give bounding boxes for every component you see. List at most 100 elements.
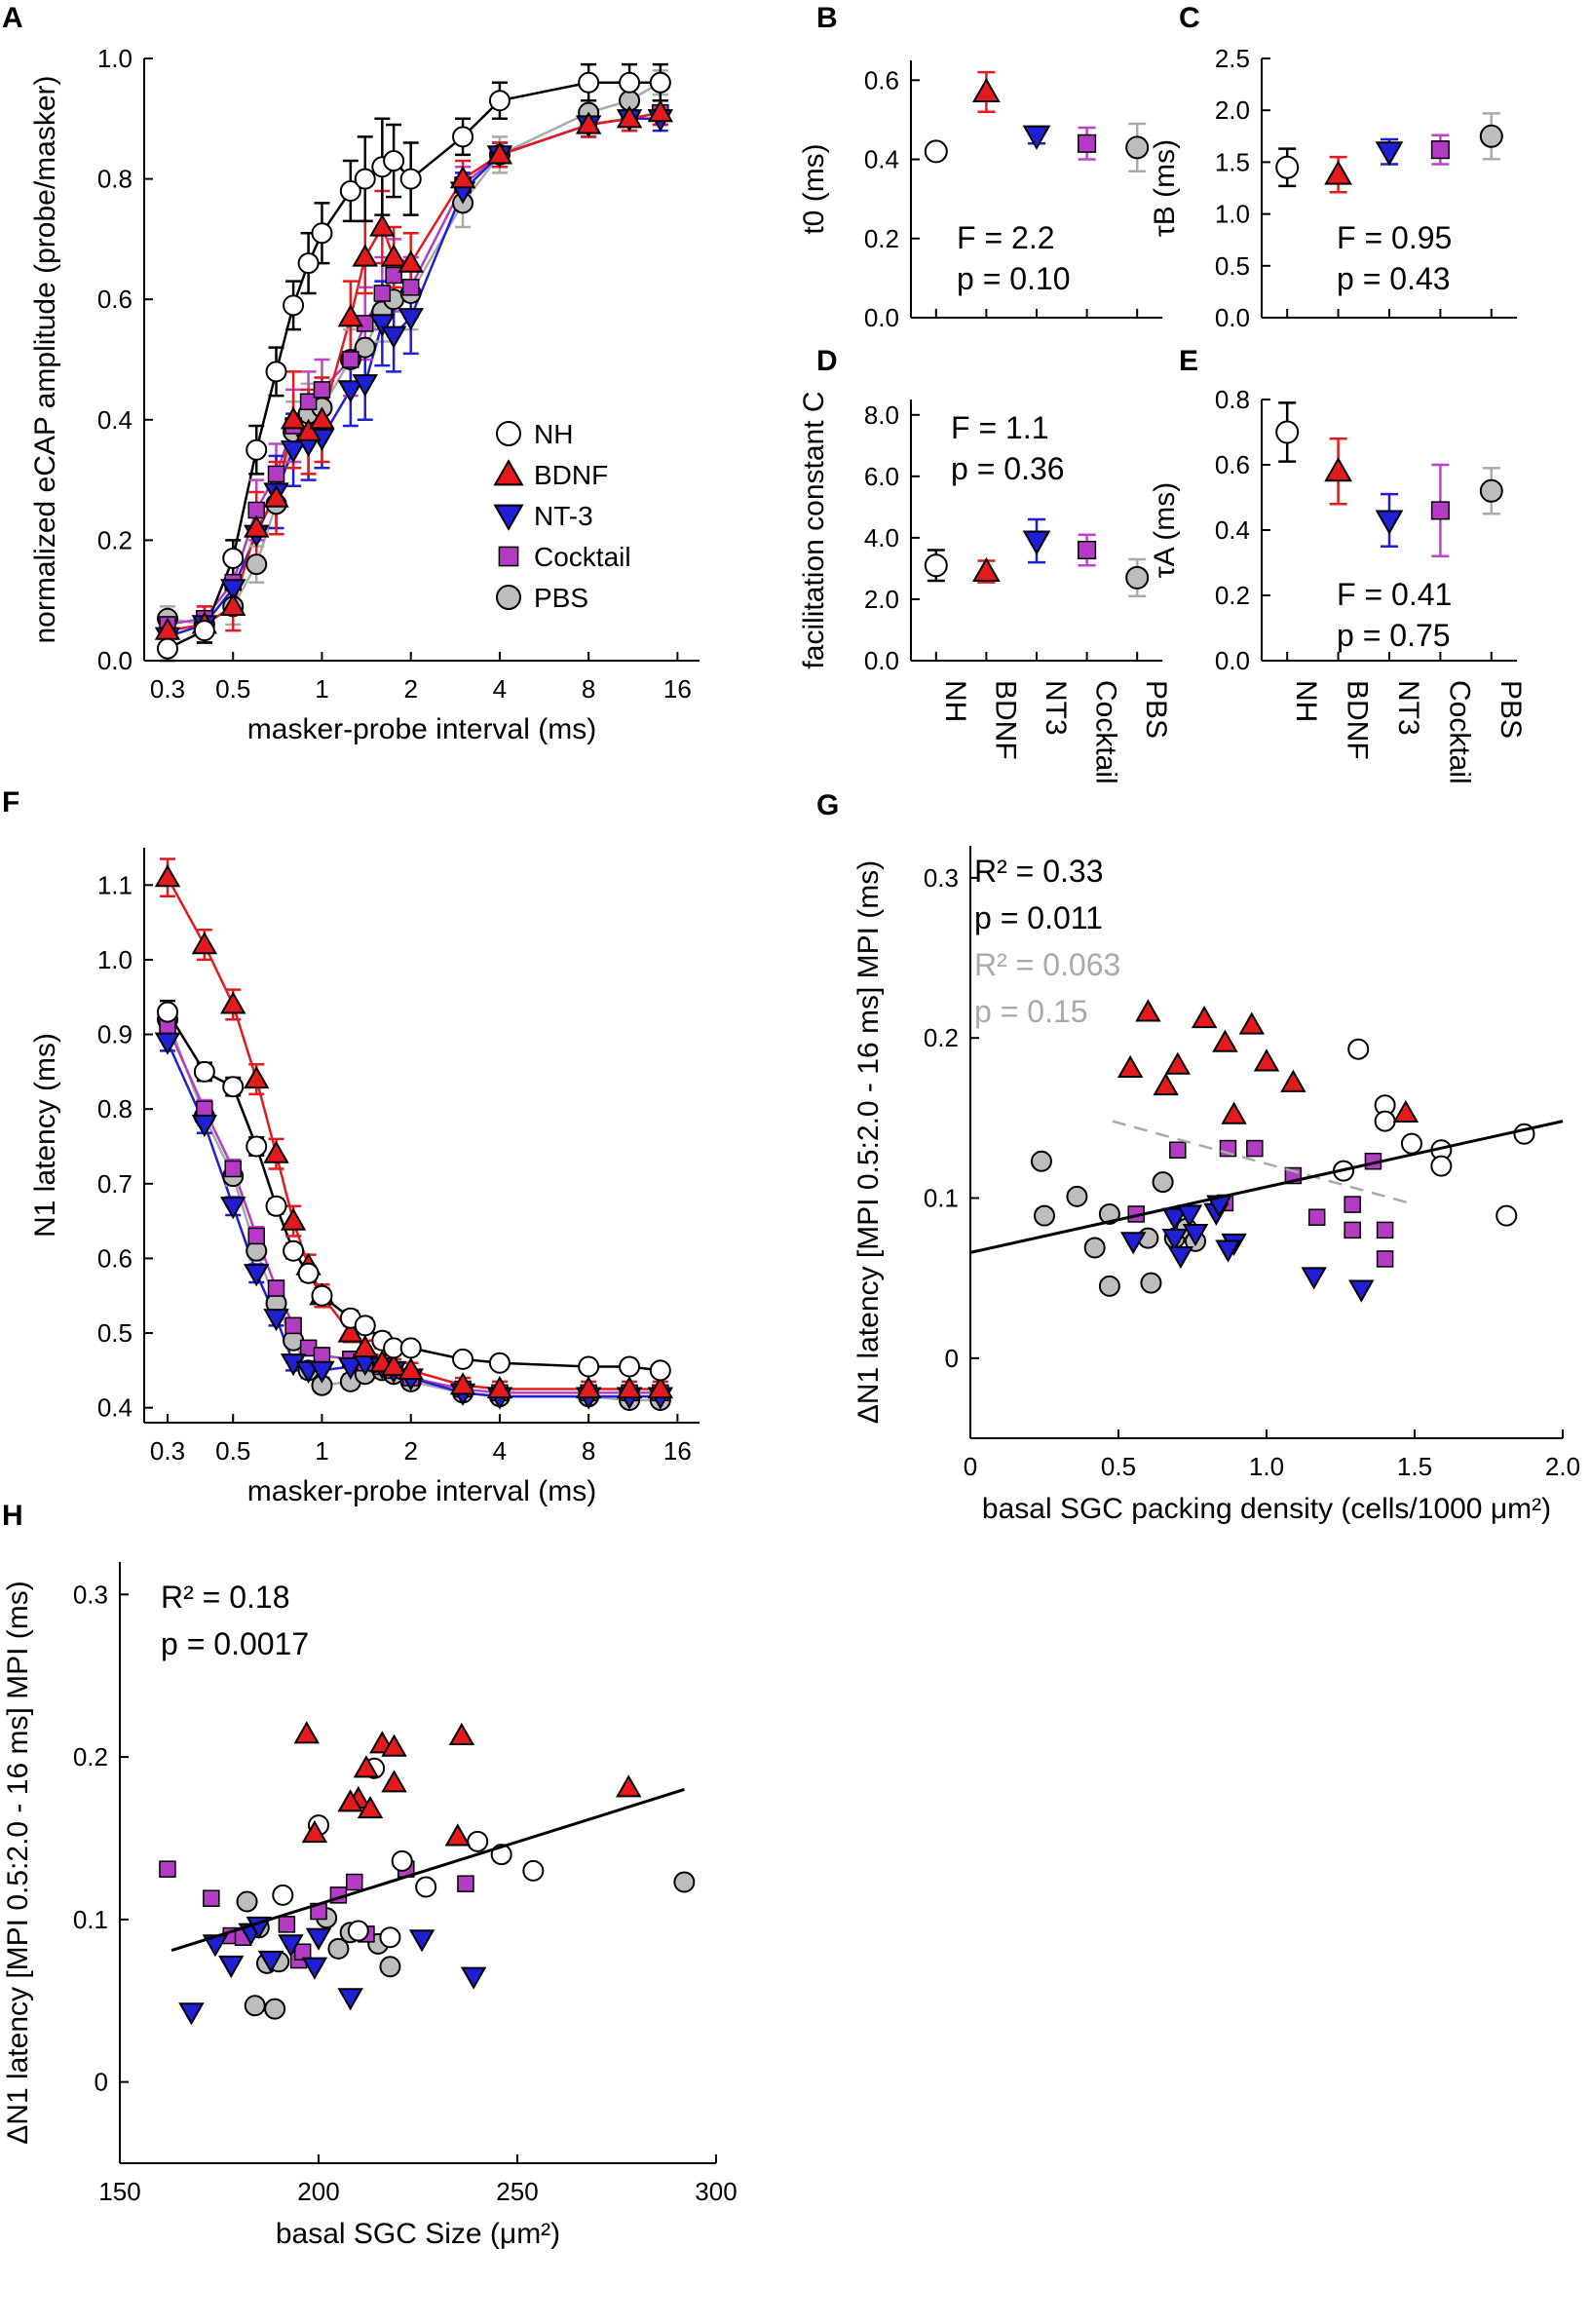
fit-line <box>170 1788 685 1952</box>
y-tick-label: 0.1 <box>924 1184 959 1213</box>
group-mean-BDNF <box>1324 457 1352 482</box>
fit-line <box>969 1120 1564 1254</box>
scatter-point-PBS <box>379 1956 401 1978</box>
data-point-BDNF <box>352 1334 378 1358</box>
data-point-NH <box>193 1060 215 1083</box>
scatter-point-BDNF <box>337 1789 363 1812</box>
scatter-point-BDNF <box>1392 1099 1420 1124</box>
data-point-NH <box>619 71 641 94</box>
scatter-point-NT3 <box>278 1934 304 1958</box>
y-axis-label: ΔN1 latency [MPI 0.5:2.0 - 16 ms] MPI (m… <box>852 860 885 1425</box>
panel-letter: D <box>816 345 838 377</box>
data-point-BDNF <box>352 244 378 267</box>
group-mean-Cocktail <box>1078 133 1097 153</box>
data-point-BDNF <box>575 111 602 134</box>
y-tick-label: 2.0 <box>1215 95 1250 125</box>
data-point-BDNF <box>486 141 513 165</box>
x-tick-label: 8 <box>582 1436 595 1466</box>
group-mean-NH <box>924 553 948 578</box>
data-point-NT3 <box>220 579 246 602</box>
y-tick-label: 4.0 <box>864 523 899 552</box>
data-point-NT3 <box>309 1360 335 1384</box>
group-mean-NT3 <box>1375 141 1404 167</box>
scatter-point-NH <box>379 1926 401 1949</box>
data-point-Cocktail <box>224 1160 242 1178</box>
data-point-NH <box>488 1352 511 1374</box>
data-point-Cocktail <box>401 279 420 296</box>
y-axis-label: N1 latency (ms) <box>29 1033 61 1238</box>
y-tick-label: 0.2 <box>97 525 132 554</box>
panel-letter: E <box>1179 345 1198 377</box>
y-axis-label: ΔN1 latency [MPI 0.5:2.0 - 16 ms] MPI (m… <box>2 1581 34 2145</box>
y-axis-label: normalized eCAP amplitude (probe/masker) <box>29 75 61 643</box>
data-point-NH <box>619 1355 641 1378</box>
scatter-point-NH <box>415 1876 437 1898</box>
scatter-point-Cocktail <box>345 1873 363 1891</box>
y-tick-label: 1.1 <box>97 870 132 899</box>
panel-B: 0.0 0.2 0.4 0.6 Bt0 (ms) F = 2.2 p = 0.10 <box>798 2 1162 332</box>
data-point-BDNF <box>309 406 335 430</box>
y-tick-label: 1.0 <box>97 945 132 974</box>
panel-F: 0.4 0.5 0.6 0.7 0.8 0.9 1.0 1.1 0.3 0.5 1 2 4 8 16 Fmas… <box>2 786 700 1507</box>
data-point-NH <box>265 1195 287 1217</box>
scatter-point-BDNF <box>1253 1048 1280 1072</box>
scatter-point-BDNF <box>444 1823 472 1847</box>
scatter-point-PBS <box>1083 1237 1106 1259</box>
group-mean-NH <box>1275 155 1300 179</box>
scatter-point-NH <box>1347 1038 1370 1060</box>
x-tick-label: 300 <box>695 2177 737 2206</box>
scatter-point-BDNF <box>616 1774 642 1798</box>
x-axis-label: basal SGC packing density (cells/1000 μm… <box>982 1493 1551 1525</box>
y-tick-label: 2.5 <box>1215 44 1250 73</box>
x-axis-label: basal SGC Size (μm²) <box>276 2218 560 2250</box>
data-point-NT3 <box>380 325 407 349</box>
panel-letter: C <box>1179 2 1200 34</box>
data-point-NH <box>283 1239 305 1262</box>
scatter-point-PBS <box>1034 1204 1055 1227</box>
group-mean-NT3 <box>1022 125 1051 150</box>
scatter-point-Cocktail <box>278 1916 296 1933</box>
group-label: BDNF <box>1342 680 1374 760</box>
scatter-point-PBS <box>327 1937 350 1960</box>
stat-text: p = 0.36 <box>951 451 1065 486</box>
x-tick-label: 1.5 <box>1397 1452 1432 1481</box>
group-mean-PBS <box>1479 478 1503 503</box>
x-tick-label: 4 <box>493 674 507 704</box>
x-tick-label: 1 <box>315 674 328 704</box>
data-point-NT3 <box>220 1197 246 1220</box>
scatter-point-BDNF <box>357 1795 384 1819</box>
x-tick-label: 2 <box>403 674 417 704</box>
y-tick-label: 0.7 <box>97 1169 132 1199</box>
scatter-point-Cocktail <box>1344 1196 1361 1213</box>
x-tick-label: 2.0 <box>1545 1452 1580 1481</box>
x-tick-label: 0.3 <box>150 1436 185 1466</box>
data-point-Cocktail <box>299 393 318 411</box>
group-mean-BDNF <box>972 77 1001 102</box>
data-point-NH <box>297 1262 320 1284</box>
scatter-point-Cocktail <box>293 1943 312 1961</box>
scatter-point-Cocktail <box>1344 1221 1361 1239</box>
stat-text-gray: R² = 0.063 <box>974 947 1120 982</box>
scatter-point-NH <box>467 1830 489 1852</box>
panel-E: 0.0 0.2 0.4 0.6 0.8 EτA (ms) NH BDNF NT3 Cocktail… <box>1149 345 1527 784</box>
y-tick-label: 0.5 <box>1215 251 1250 281</box>
data-point-NH <box>156 637 178 660</box>
group-mean-PBS <box>1125 565 1150 590</box>
y-tick-label: 0 <box>95 2068 108 2097</box>
data-point-BDNF <box>575 1376 602 1399</box>
data-point-BDNF <box>244 514 270 538</box>
y-tick-label: 0.0 <box>97 646 132 675</box>
data-point-BDNF <box>486 1376 513 1399</box>
y-tick-label: 1.5 <box>1215 147 1250 176</box>
y-tick-label: 0.1 <box>73 1905 108 1934</box>
group-mean-PBS <box>1125 135 1150 160</box>
y-axis-label: τA (ms) <box>1149 482 1181 579</box>
fit-line-dashed <box>1112 1120 1410 1204</box>
data-point-BDNF <box>280 1207 307 1231</box>
data-point-Cocktail <box>385 266 402 285</box>
stat-text: F = 0.95 <box>1337 220 1452 255</box>
scatter-point-NH <box>1400 1132 1422 1155</box>
y-tick-label: 0.9 <box>97 1020 132 1049</box>
